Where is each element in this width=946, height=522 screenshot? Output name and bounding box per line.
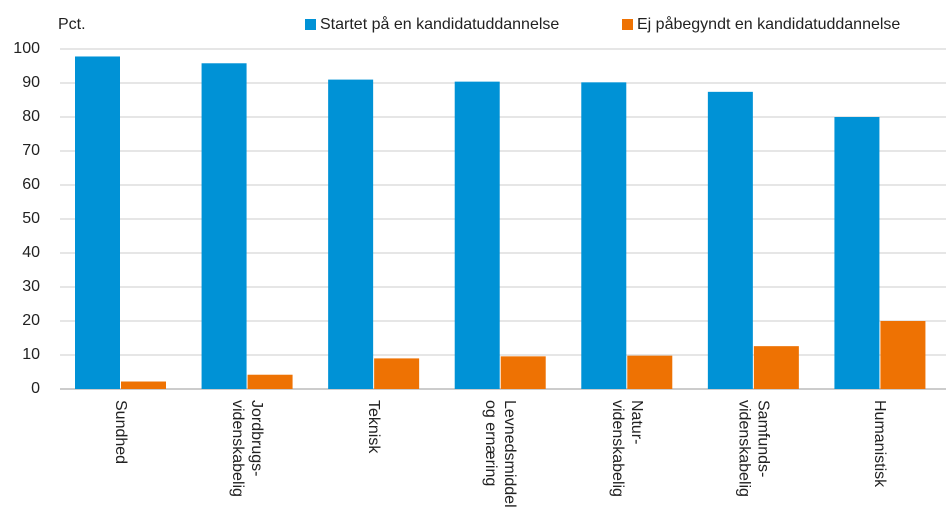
label-line: videnskabelig xyxy=(609,400,626,497)
y-tick-label: 40 xyxy=(22,244,40,261)
y-tick-label: 90 xyxy=(22,74,40,91)
y-axis-label: Pct. xyxy=(58,16,86,33)
bar xyxy=(201,63,247,389)
y-tick-label: 10 xyxy=(22,346,40,363)
y-tick-label: 70 xyxy=(22,142,40,159)
label-line: Samfunds- xyxy=(754,400,771,477)
x-tick-label: Samfunds-videnskabelig xyxy=(735,400,771,497)
bar xyxy=(374,358,420,389)
x-tick-label: Levnedsmiddelog ernæring xyxy=(482,400,518,508)
y-tick-label: 80 xyxy=(22,108,40,125)
bar xyxy=(627,355,673,389)
x-tick-label: Humanistisk xyxy=(871,400,888,488)
x-tick-label: Jordbrugs-videnskabelig xyxy=(229,400,265,497)
bar xyxy=(500,356,546,389)
bar xyxy=(707,91,753,389)
label-line: videnskabelig xyxy=(735,400,752,497)
y-tick-label: 30 xyxy=(22,278,40,295)
y-tick-label: 0 xyxy=(31,380,40,397)
bar xyxy=(121,381,166,389)
legend-swatch xyxy=(622,19,633,30)
x-tick-label: Sundhed xyxy=(112,400,129,464)
label-line: videnskabelig xyxy=(229,400,246,497)
y-tick-label: 50 xyxy=(22,210,40,227)
bar xyxy=(753,346,799,389)
bar xyxy=(880,321,926,389)
legend-swatch xyxy=(305,19,316,30)
bar xyxy=(247,374,293,389)
bar xyxy=(75,56,120,389)
legend-label: Ej påbegyndt en kandidatuddannelse xyxy=(637,15,900,33)
bar xyxy=(454,81,500,389)
legend-label: Startet på en kandidatuddannelse xyxy=(320,15,559,33)
y-tick-label: 100 xyxy=(13,40,40,57)
label-line: Levnedsmiddel xyxy=(501,400,518,508)
bar xyxy=(834,117,880,389)
x-tick-label: Natur-videnskabelig xyxy=(609,400,645,497)
label-line: Jordbrugs- xyxy=(248,400,265,476)
x-tick-label: Teknisk xyxy=(365,400,382,454)
label-line: Natur- xyxy=(628,400,645,444)
y-tick-label: 60 xyxy=(22,176,40,193)
y-tick-label: 20 xyxy=(22,312,40,329)
label-line: og ernæring xyxy=(482,400,499,486)
bar xyxy=(328,79,374,389)
bar xyxy=(581,82,627,389)
